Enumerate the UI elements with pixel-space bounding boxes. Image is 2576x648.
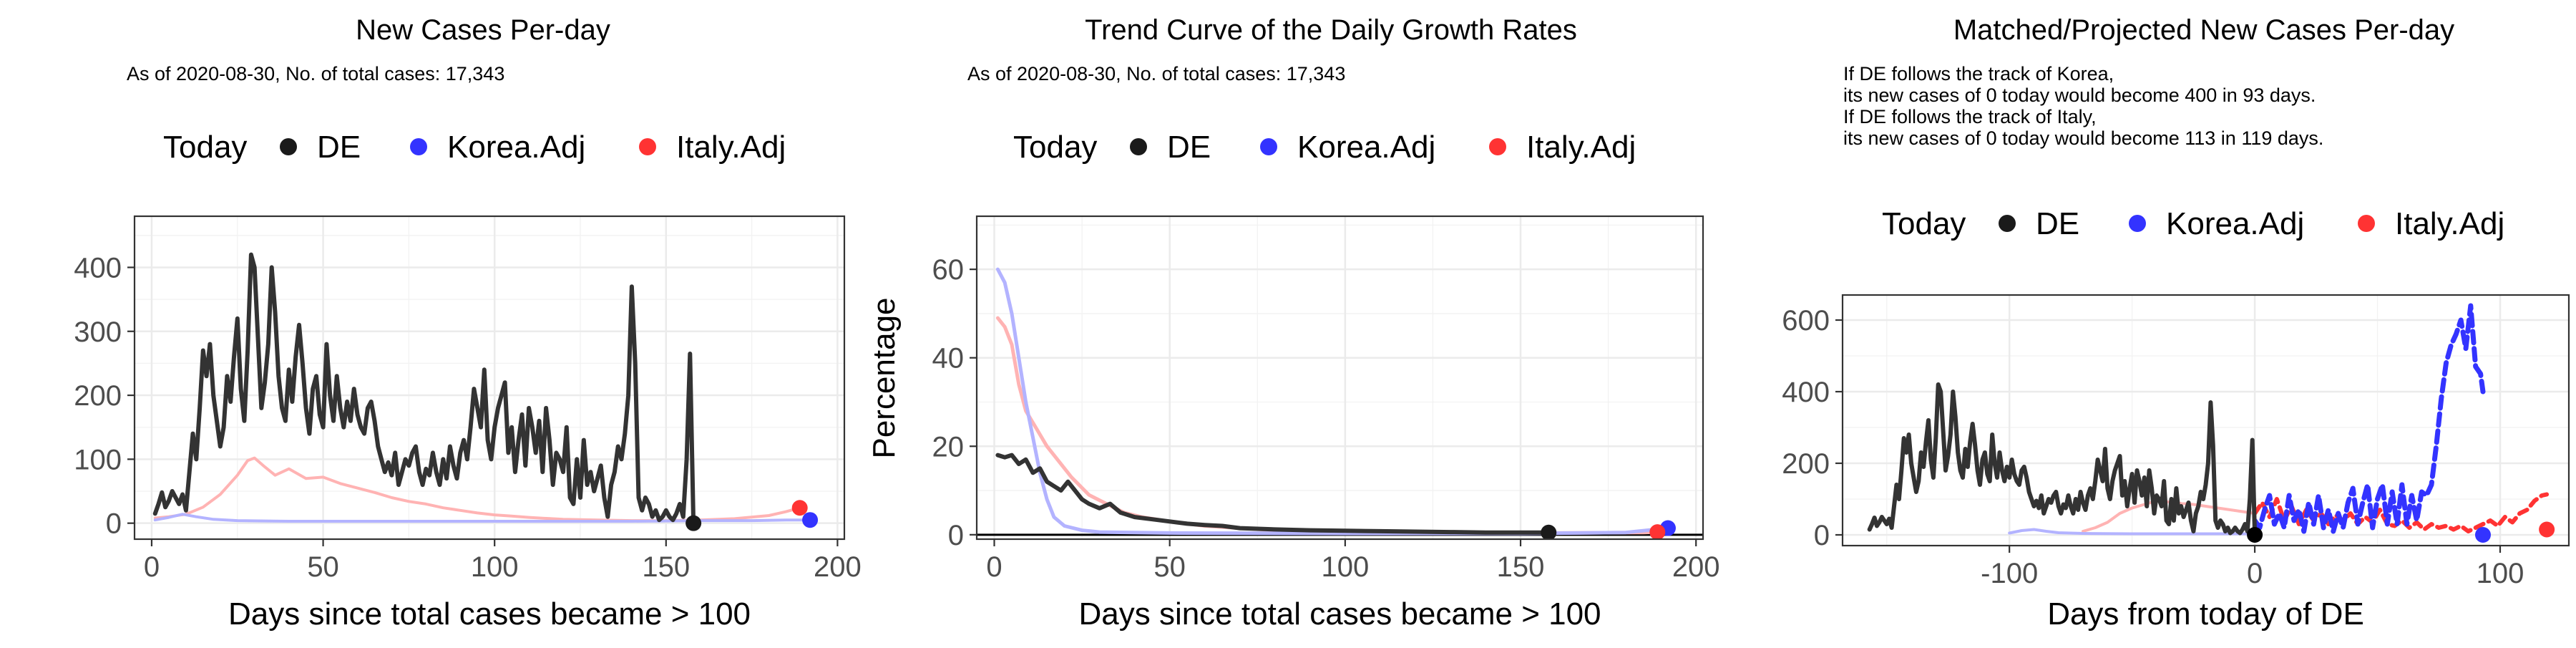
y-tick-label: 100 [74,444,122,475]
legend-key-korea-adj [2129,215,2146,232]
series-line-de [152,252,696,526]
y-tick-label: 20 [932,431,965,463]
legend-label-italy-adj: Italy.Adj [676,130,786,165]
x-tick-label: 200 [1672,551,1720,583]
y-tick-label: 300 [74,316,122,348]
series-line-italy-adj [153,456,801,523]
legend-key-de [280,138,297,155]
x-axis-title: Days since total cases became > 100 [228,596,751,632]
y-tick-label: 40 [932,343,965,374]
today-marker-de [686,515,702,531]
plot-area [1867,303,2555,543]
legend-title: Today [163,130,247,165]
legend: Today DE Korea.Adj Italy.Adj [163,130,786,165]
legend-label-italy-adj: Italy.Adj [1526,130,1636,165]
today-marker-de [2247,527,2263,543]
chart-panel-3: Matched/Projected New Cases Per-day If DE… [1782,14,2570,632]
series-line-italy-adj [995,316,1659,535]
legend-key-de [1999,215,2016,232]
series-line-italy-adj [2253,492,2550,533]
chart-subtitle: As of 2020-08-30, No. of total cases: 17… [967,63,1345,84]
x-tick-label: 0 [986,551,1002,583]
x-tick-label: 200 [814,551,862,583]
today-marker-italy-adj [791,500,808,516]
series-line-de [1867,382,2258,537]
x-axis-title: Days since total cases became > 100 [1078,596,1601,632]
legend-label-korea-adj: Korea.Adj [2166,206,2304,241]
x-tick-label: -100 [1981,558,2038,589]
legend-label-italy-adj: Italy.Adj [2395,206,2504,241]
x-tick-label: 100 [471,551,519,583]
legend-key-italy-adj [1489,138,1506,155]
today-marker-de [1541,524,1557,539]
y-tick-label: 600 [1782,305,1830,337]
chart-subtitle: If DE follows the track of Korea, [1843,63,2114,84]
series-line-korea-adj [153,513,812,523]
x-tick-label: 0 [144,551,160,583]
x-tick-label: 50 [1153,551,1186,583]
chart-title: Trend Curve of the Daily Growth Rates [1085,14,1577,46]
series-line-korea-adj [2252,303,2486,534]
legend: Today DE Korea.Adj Italy.Adj [1013,130,1636,165]
y-tick-label: 400 [74,252,122,284]
y-tick-label: 200 [1782,448,1830,480]
x-tick-label: 0 [2247,558,2263,589]
legend-label-de: DE [317,130,361,165]
chart-subtitle: As of 2020-08-30, No. of total cases: 17… [127,63,504,84]
legend-title: Today [1882,206,1966,241]
x-tick-label: 100 [1321,551,1369,583]
series-line-de [995,453,1551,535]
x-tick-label: 150 [1497,551,1545,583]
chart-subtitle: If DE follows the track of Italy, [1843,106,2097,127]
legend-key-de [1130,138,1147,155]
y-axis-title: Percentage [867,297,902,458]
plot-grid [977,216,1703,539]
plot-area [152,252,819,531]
chart-panel-2: Trend Curve of the Daily Growth Rates As … [867,14,1720,632]
today-marker-italy-adj [1649,524,1666,539]
legend-label-korea-adj: Korea.Adj [447,130,585,165]
y-tick-label: 0 [1814,520,1830,551]
legend: Today DE Korea.Adj Italy.Adj [1882,206,2504,241]
y-tick-label: 0 [106,508,122,540]
today-marker-korea-adj [2474,527,2491,543]
x-axis-title: Days from today of DE [2047,596,2364,632]
legend-label-de: DE [2036,206,2079,241]
plot-border [1841,294,2570,547]
x-tick-label: 50 [307,551,339,583]
series-line-korea-adj [995,267,1670,536]
legend-key-italy-adj [639,138,656,155]
today-marker-italy-adj [2539,521,2555,538]
legend-label-de: DE [1167,130,1211,165]
legend-key-korea-adj [1260,138,1277,155]
legend-title: Today [1013,130,1097,165]
legend-label-korea-adj: Korea.Adj [1297,130,1435,165]
x-tick-label: 150 [642,551,690,583]
y-tick-label: 400 [1782,377,1830,408]
series-line-korea-adj [2008,528,2257,536]
plot-border [975,215,1704,541]
x-tick-label: 100 [2477,558,2524,589]
today-marker-korea-adj [802,512,819,528]
y-tick-label: 200 [74,380,122,412]
chart-subtitle: its new cases of 0 today would become 40… [1843,84,2316,106]
chart-panel-1: New Cases Per-day As of 2020-08-30, No. o… [74,14,862,632]
plot-border [133,215,846,541]
plot-area [977,267,1703,539]
chart-title: Matched/Projected New Cases Per-day [1953,14,2454,46]
legend-key-korea-adj [410,138,427,155]
chart-subtitle: its new cases of 0 today would become 11… [1843,127,2323,149]
y-tick-label: 60 [932,254,965,286]
y-tick-label: 0 [948,520,964,551]
chart-title: New Cases Per-day [356,14,610,46]
legend-key-italy-adj [2358,215,2375,232]
